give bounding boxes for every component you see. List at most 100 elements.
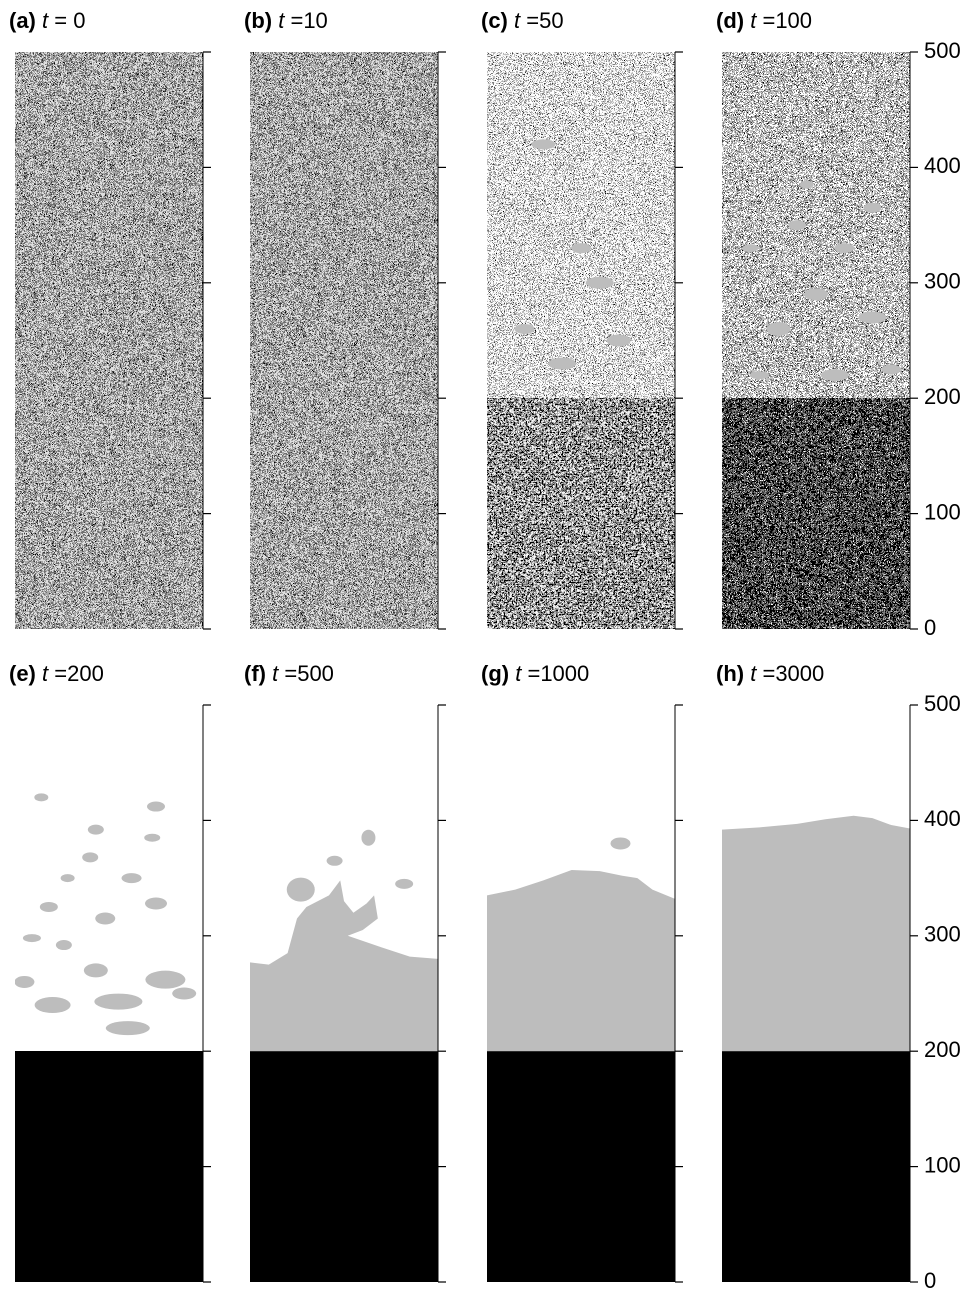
panel-label: (d) bbox=[716, 8, 744, 33]
y-tick-label: 500 bbox=[924, 38, 961, 63]
gray-blob bbox=[799, 180, 814, 189]
gray-region bbox=[487, 870, 675, 1052]
y-tick-label: 300 bbox=[924, 922, 961, 947]
y-tick-label: 400 bbox=[924, 153, 961, 178]
gray-blob bbox=[60, 874, 75, 883]
panel-time: =3000 bbox=[762, 661, 824, 686]
panel-variable: t bbox=[750, 661, 757, 686]
panel-label: (g) bbox=[481, 661, 509, 686]
panel-time: = 0 bbox=[54, 8, 85, 33]
panel-image bbox=[15, 705, 203, 1282]
gray-blob bbox=[585, 276, 614, 289]
noise-field bbox=[250, 52, 438, 629]
panel-image bbox=[15, 52, 203, 629]
gray-blob bbox=[742, 244, 759, 253]
panel-title: (g) t =1000 bbox=[481, 661, 589, 686]
y-tick-label: 200 bbox=[924, 384, 961, 409]
gray-blob bbox=[83, 963, 108, 978]
gray-blob bbox=[395, 878, 414, 889]
panel-variable: t bbox=[42, 661, 49, 686]
panel-label: (b) bbox=[244, 8, 272, 33]
panel-title: (e) t =200 bbox=[9, 661, 104, 686]
y-tick-label: 0 bbox=[924, 615, 936, 640]
gray-blob bbox=[804, 288, 828, 301]
panel: (b) t =10 bbox=[244, 8, 446, 630]
gray-blob bbox=[145, 970, 186, 989]
gray-blob bbox=[95, 912, 116, 925]
gray-blob bbox=[548, 357, 577, 370]
gray-blob bbox=[82, 852, 99, 863]
upper-field bbox=[487, 52, 675, 399]
panel-title: (d) t =100 bbox=[716, 8, 812, 33]
gray-blob bbox=[144, 833, 161, 842]
gray-blob bbox=[361, 829, 376, 846]
panel-title: (h) t =3000 bbox=[716, 661, 824, 686]
gray-blob bbox=[610, 837, 631, 850]
y-tick-label: 100 bbox=[924, 1152, 961, 1177]
gray-region bbox=[722, 815, 910, 1052]
gray-blob bbox=[34, 997, 71, 1014]
panel-image bbox=[722, 705, 910, 1282]
panel: (e) t =200 bbox=[9, 661, 211, 1283]
panel-title: (b) t =10 bbox=[244, 8, 328, 33]
panel-variable: t bbox=[278, 8, 285, 33]
gray-blob bbox=[531, 139, 556, 150]
lower-field bbox=[487, 398, 675, 629]
panel-variable: t bbox=[272, 661, 279, 686]
upper-field bbox=[722, 52, 910, 399]
black-region bbox=[722, 1051, 910, 1282]
panel: (g) t =1000 bbox=[481, 661, 683, 1283]
gray-blob bbox=[94, 993, 143, 1010]
gray-blob bbox=[55, 940, 72, 951]
panel-label: (f) bbox=[244, 661, 266, 686]
panel-label: (h) bbox=[716, 661, 744, 686]
gray-blob bbox=[881, 364, 902, 375]
panel-time: =10 bbox=[290, 8, 327, 33]
y-tick-label: 400 bbox=[924, 806, 961, 831]
gray-blob bbox=[172, 987, 197, 1000]
panel-image bbox=[250, 705, 438, 1282]
panel-time: =50 bbox=[526, 8, 563, 33]
gray-blob bbox=[87, 824, 104, 835]
panel-time: =500 bbox=[284, 661, 334, 686]
gray-blob bbox=[788, 220, 807, 231]
gray-blob bbox=[834, 243, 855, 254]
y-tick-label: 500 bbox=[924, 691, 961, 716]
gray-blob bbox=[145, 897, 167, 910]
panel-time: =200 bbox=[54, 661, 104, 686]
panel-label: (e) bbox=[9, 661, 36, 686]
gray-blob bbox=[22, 934, 41, 943]
y-tick-label: 200 bbox=[924, 1037, 961, 1062]
gray-blob bbox=[105, 1021, 150, 1036]
upper-field bbox=[15, 705, 203, 1052]
gray-blob bbox=[121, 873, 142, 884]
gray-region bbox=[250, 880, 438, 1052]
gray-blob bbox=[326, 855, 343, 866]
gray-blob bbox=[766, 321, 791, 336]
panel-variable: t bbox=[750, 8, 757, 33]
y-tick-label: 300 bbox=[924, 269, 961, 294]
panel-label: (a) bbox=[9, 8, 36, 33]
gray-blob bbox=[863, 202, 882, 213]
panel-title: (f) t =500 bbox=[244, 661, 334, 686]
panel-label: (c) bbox=[481, 8, 508, 33]
panel-image bbox=[487, 52, 675, 629]
panel-time: =1000 bbox=[527, 661, 589, 686]
lower-field bbox=[15, 1051, 203, 1282]
black-region bbox=[250, 1051, 438, 1282]
panel-image bbox=[250, 52, 438, 629]
panel-variable: t bbox=[42, 8, 49, 33]
y-tick-label: 0 bbox=[924, 1268, 936, 1289]
panel-variable: t bbox=[515, 661, 522, 686]
gray-blob bbox=[15, 975, 35, 988]
panel: (a) t = 0 bbox=[9, 8, 211, 630]
panel-variable: t bbox=[514, 8, 521, 33]
panel-title: (c) t =50 bbox=[481, 8, 564, 33]
panel: (h) t =3000 0 100 200 300 400 500 bbox=[716, 661, 961, 1293]
gray-blob bbox=[147, 801, 165, 812]
gray-blob bbox=[571, 243, 591, 254]
black-region bbox=[487, 1051, 675, 1282]
gray-blob bbox=[514, 323, 535, 334]
gray-blob bbox=[34, 793, 49, 802]
